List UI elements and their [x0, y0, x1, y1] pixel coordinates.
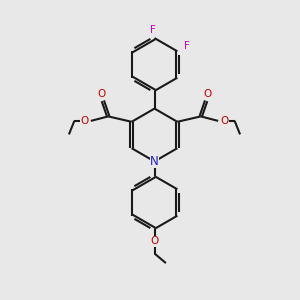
Text: O: O — [220, 116, 229, 126]
Text: N: N — [150, 155, 159, 168]
Text: O: O — [97, 89, 106, 99]
Text: O: O — [150, 236, 159, 247]
Text: F: F — [184, 41, 190, 51]
Text: O: O — [203, 89, 212, 99]
Text: F: F — [150, 25, 156, 35]
Text: O: O — [80, 116, 88, 126]
